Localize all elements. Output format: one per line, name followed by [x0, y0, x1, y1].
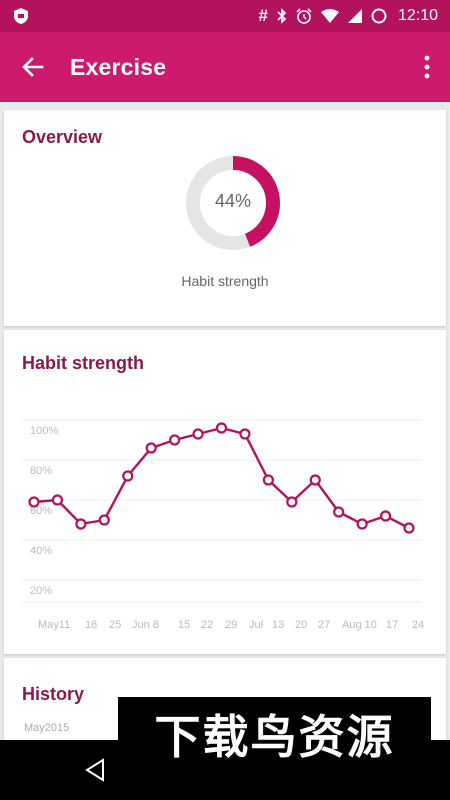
nav-back-icon[interactable] — [84, 758, 106, 782]
y-tick-label: 100% — [30, 425, 58, 437]
data-point — [192, 428, 204, 440]
data-point — [75, 518, 87, 530]
alarm-icon — [296, 8, 312, 24]
x-tick-label: Jun 8 — [132, 619, 159, 631]
data-point — [286, 496, 298, 508]
clock: 12:10 — [397, 7, 438, 24]
x-tick-label: 24 — [412, 619, 424, 631]
overview-title: Overview — [22, 127, 103, 147]
x-tick-label: 20 — [295, 619, 307, 631]
x-tick-label: 17 — [386, 619, 398, 631]
series-line — [33, 426, 410, 530]
shield-icon — [14, 8, 28, 24]
x-tick-label: 25 — [109, 619, 121, 631]
x-tick-label: 18 — [85, 619, 97, 631]
x-tick-label: May11 — [38, 619, 70, 631]
data-point — [239, 428, 251, 440]
y-tick-label: 60% — [30, 505, 52, 517]
wifi-icon — [320, 9, 339, 23]
ring-percent-label: 44% — [214, 191, 252, 211]
habit-strength-ring: 44% — [184, 154, 282, 252]
y-tick-label: 40% — [30, 545, 52, 557]
data-point — [333, 506, 345, 518]
habit-strength-title: Habit strength — [22, 353, 145, 373]
bluetooth-icon — [277, 8, 287, 24]
habit-strength-chart: 100% 80% 60% 40% 20% May11 18 25 Jun 8 15 22 29 Jul 1… — [22, 419, 424, 631]
data-point — [309, 474, 321, 486]
x-tick-label: 13 — [272, 619, 284, 631]
page-title: Exercise — [70, 54, 167, 80]
data-point — [122, 470, 134, 482]
data-point — [98, 514, 110, 526]
arrow-back-icon[interactable] — [20, 54, 46, 80]
y-tick-label: 80% — [30, 465, 52, 477]
history-title: History — [22, 684, 85, 704]
data-point — [51, 494, 64, 506]
x-tick-label: 29 — [225, 619, 237, 631]
data-point — [28, 496, 40, 508]
data-point — [403, 522, 415, 534]
circle-icon — [371, 8, 387, 24]
watermark: 下载鸟资源 — [118, 697, 431, 770]
app-bar: Exercise — [0, 32, 450, 102]
ring-caption: Habit strength — [181, 273, 269, 289]
history-month-label: May2015 — [24, 722, 70, 734]
hash-icon: # — [258, 6, 268, 25]
y-tick-label: 20% — [30, 585, 52, 597]
x-tick-label: 27 — [318, 619, 330, 631]
more-vert-icon[interactable] — [422, 54, 432, 80]
data-point — [379, 510, 392, 522]
overview-card: Overview 44% Habit strength — [4, 110, 446, 326]
signal-icon — [347, 9, 362, 23]
x-tick-label: Aug 10 — [342, 619, 377, 631]
data-point — [356, 518, 368, 530]
x-tick-label: 22 — [201, 619, 213, 631]
x-tick-label: 15 — [178, 619, 190, 631]
data-point — [145, 442, 157, 454]
status-bar: # 12:10 — [0, 0, 450, 32]
data-point — [262, 474, 274, 486]
data-point — [169, 434, 181, 446]
ring-fill — [186, 156, 280, 250]
data-point — [215, 422, 228, 434]
habit-strength-card: Habit strength 100% 80% 60% 40% 20% May11 18 25… — [4, 330, 446, 654]
x-tick-label: Jul — [249, 619, 263, 631]
